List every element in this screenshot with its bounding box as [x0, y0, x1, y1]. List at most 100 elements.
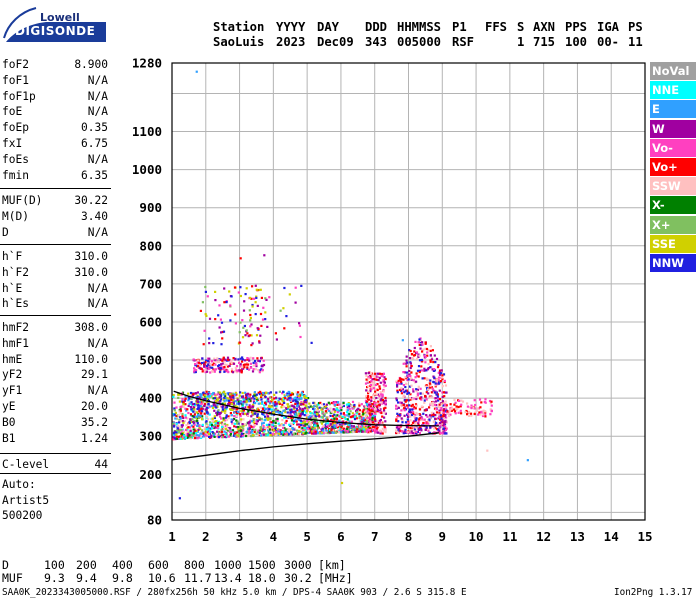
echo-point	[180, 425, 183, 428]
echo-point	[220, 428, 223, 431]
echo-point	[206, 400, 209, 403]
echo-point	[287, 408, 290, 411]
echo-point	[230, 414, 233, 417]
echo-point	[312, 432, 315, 435]
echo-point	[316, 431, 320, 435]
echo-point	[489, 402, 492, 405]
footer-distance-value: 1500	[248, 558, 276, 572]
echo-point	[395, 399, 398, 402]
echo-point	[256, 304, 259, 307]
echo-point	[316, 404, 319, 407]
echo-point	[367, 372, 370, 375]
echo-point	[210, 427, 213, 430]
echo-point	[190, 397, 193, 401]
echo-point	[349, 410, 352, 413]
echo-point	[179, 428, 183, 431]
echo-point	[490, 404, 493, 407]
echo-point	[241, 405, 244, 408]
echo-point	[261, 422, 264, 425]
echo-point	[275, 405, 278, 408]
echo-point	[260, 428, 263, 431]
echo-point	[421, 377, 424, 380]
echo-point	[326, 422, 329, 425]
header-value-station: SaoLuis	[213, 35, 265, 49]
echo-point	[280, 431, 284, 434]
echo-point	[420, 358, 423, 362]
echo-point	[369, 375, 372, 378]
echo-point	[443, 420, 446, 423]
echo-point	[303, 424, 306, 428]
echo-point	[221, 330, 224, 334]
echo-point	[429, 382, 432, 385]
echo-point	[193, 413, 196, 416]
echo-point	[419, 418, 422, 422]
echo-point	[414, 376, 417, 379]
echo-point	[195, 70, 198, 73]
echo-point	[332, 431, 335, 434]
echo-point	[203, 364, 206, 367]
echo-point	[333, 410, 336, 413]
echo-point	[418, 354, 421, 357]
echo-point	[217, 420, 220, 423]
echo-point	[436, 424, 439, 427]
echo-point	[287, 429, 290, 432]
echo-point	[402, 394, 405, 397]
echo-point	[291, 427, 294, 430]
echo-point	[405, 382, 408, 385]
echo-point	[199, 363, 202, 366]
echo-point	[444, 400, 447, 403]
echo-point	[334, 409, 337, 412]
param-label: foF1	[2, 73, 29, 87]
echo-point	[217, 432, 221, 435]
echo-point	[310, 421, 313, 424]
echo-point	[327, 424, 330, 427]
echo-point	[441, 400, 444, 403]
echo-point	[371, 403, 374, 406]
echo-point	[260, 398, 263, 401]
echo-point	[445, 391, 448, 394]
echo-point	[265, 417, 268, 420]
echo-point	[259, 429, 262, 432]
echo-point	[409, 393, 412, 396]
echo-point	[231, 408, 234, 411]
echo-point	[304, 404, 307, 407]
echo-point	[223, 430, 226, 433]
echo-point	[242, 427, 245, 430]
echo-point	[239, 294, 242, 298]
echo-point	[263, 393, 266, 396]
echo-point	[374, 427, 377, 430]
echo-point	[242, 309, 246, 312]
echo-point	[434, 414, 437, 417]
echo-point	[212, 402, 215, 405]
echo-point	[264, 419, 267, 422]
echo-point	[264, 433, 268, 436]
echo-point	[173, 425, 176, 428]
echo-point	[234, 313, 237, 316]
echo-point	[377, 422, 381, 425]
echo-point	[338, 403, 341, 406]
echo-point	[304, 423, 307, 426]
echo-point	[282, 431, 285, 434]
echo-point	[288, 431, 291, 434]
echo-point	[376, 402, 379, 405]
echo-point	[374, 388, 378, 391]
echo-point	[353, 405, 356, 408]
echo-point	[449, 413, 452, 416]
echo-point	[269, 405, 273, 408]
echo-point	[192, 425, 195, 428]
echo-point	[420, 396, 423, 399]
echo-point	[470, 407, 473, 410]
echo-point	[267, 429, 270, 432]
echo-point	[197, 361, 201, 364]
echo-point	[301, 427, 304, 430]
echo-point	[249, 366, 253, 369]
echo-point	[308, 423, 311, 426]
header-value-axn: 715	[533, 35, 556, 49]
echo-point	[293, 427, 296, 430]
echo-point	[382, 379, 385, 382]
param-value: 8.900	[74, 58, 108, 71]
echo-point	[351, 400, 355, 403]
echo-point	[384, 396, 387, 400]
echo-point	[316, 422, 319, 425]
echo-point	[198, 416, 201, 419]
